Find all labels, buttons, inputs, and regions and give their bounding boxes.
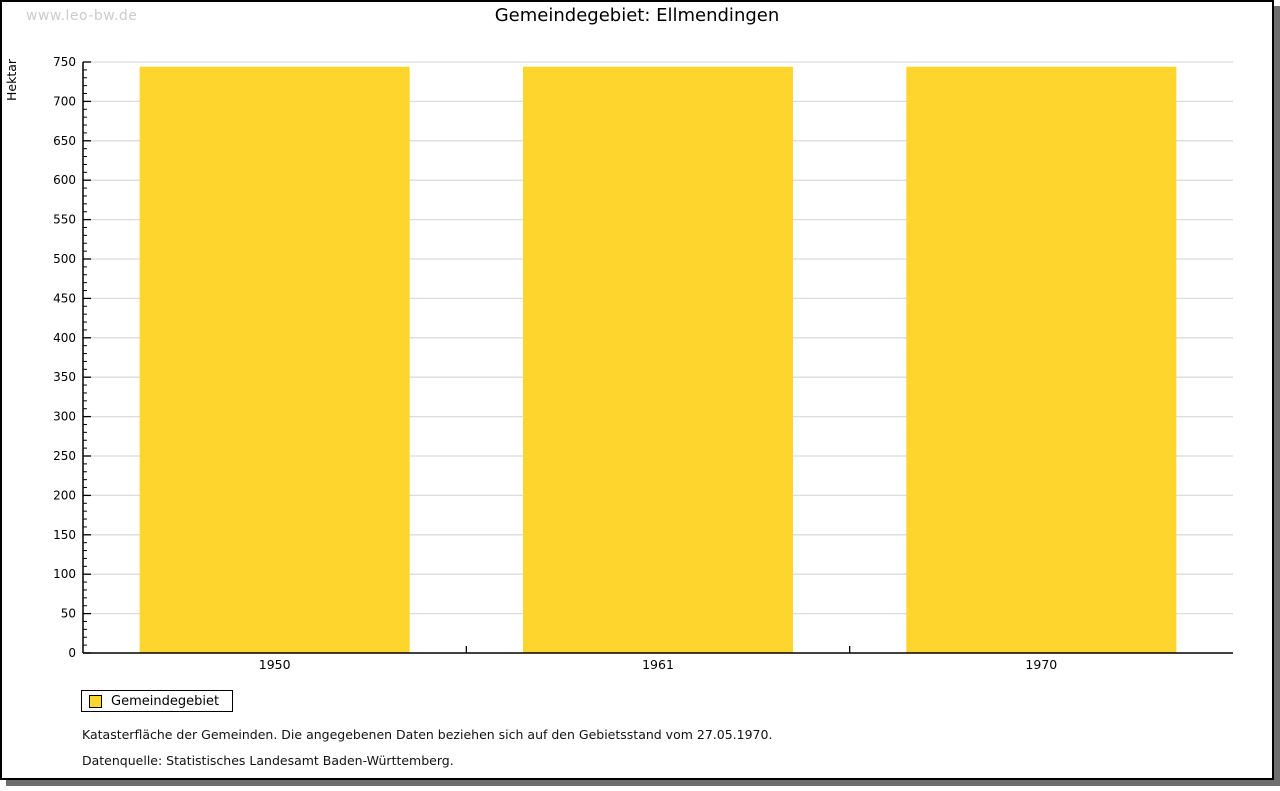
- y-axis-ticks: 0 50 100 150 200 250 300 350 400 450 500 550 600 650 7…: [53, 55, 91, 660]
- y-tick-label: 300: [53, 410, 76, 424]
- y-tick-label: 550: [53, 213, 76, 227]
- watermark: www.leo-bw.de: [26, 8, 138, 24]
- bar-1950: [139, 66, 410, 653]
- y-tick-label: 500: [53, 252, 76, 266]
- y-tick-label: 350: [53, 370, 76, 384]
- y-tick-label: 0: [68, 646, 76, 660]
- footnote-source: Datenquelle: Statistisches Landesamt Bad…: [82, 753, 454, 768]
- y-tick-label: 200: [53, 488, 76, 502]
- x-tick-label: 1961: [642, 657, 674, 672]
- axes: [82, 62, 1233, 654]
- x-tick-label: 1950: [259, 657, 291, 672]
- legend-swatch: [89, 694, 102, 708]
- y-tick-label: 700: [53, 94, 76, 108]
- y-tick-label: 600: [53, 173, 76, 187]
- y-tick-label: 250: [53, 449, 76, 463]
- legend-label: Gemeindegebiet: [111, 693, 220, 709]
- y-tick-label: 50: [61, 607, 76, 621]
- x-tick-label: 1970: [1025, 657, 1057, 672]
- bar-chart: 0 50 100 150 200 250 300 350 400 450 500 550 600 650 7…: [4, 55, 1233, 672]
- y-tick-label: 100: [53, 567, 76, 581]
- y-tick-label: 650: [53, 134, 76, 148]
- bars: [139, 66, 1177, 653]
- bar-1970: [906, 66, 1177, 653]
- y-tick-label: 400: [53, 331, 76, 345]
- x-axis-ticks: 1950 1961 1970: [259, 646, 1057, 672]
- page-title: Gemeindegebiet: Ellmendingen: [494, 5, 780, 26]
- y-tick-label: 450: [53, 291, 76, 305]
- bar-1961: [523, 66, 793, 653]
- y-axis-title: Hektar: [4, 58, 19, 101]
- footnote-description: Katasterfläche der Gemeinden. Die angege…: [82, 727, 773, 742]
- y-tick-label: 750: [53, 55, 76, 69]
- legend: Gemeindegebiet: [81, 690, 234, 712]
- y-tick-label: 150: [53, 528, 76, 542]
